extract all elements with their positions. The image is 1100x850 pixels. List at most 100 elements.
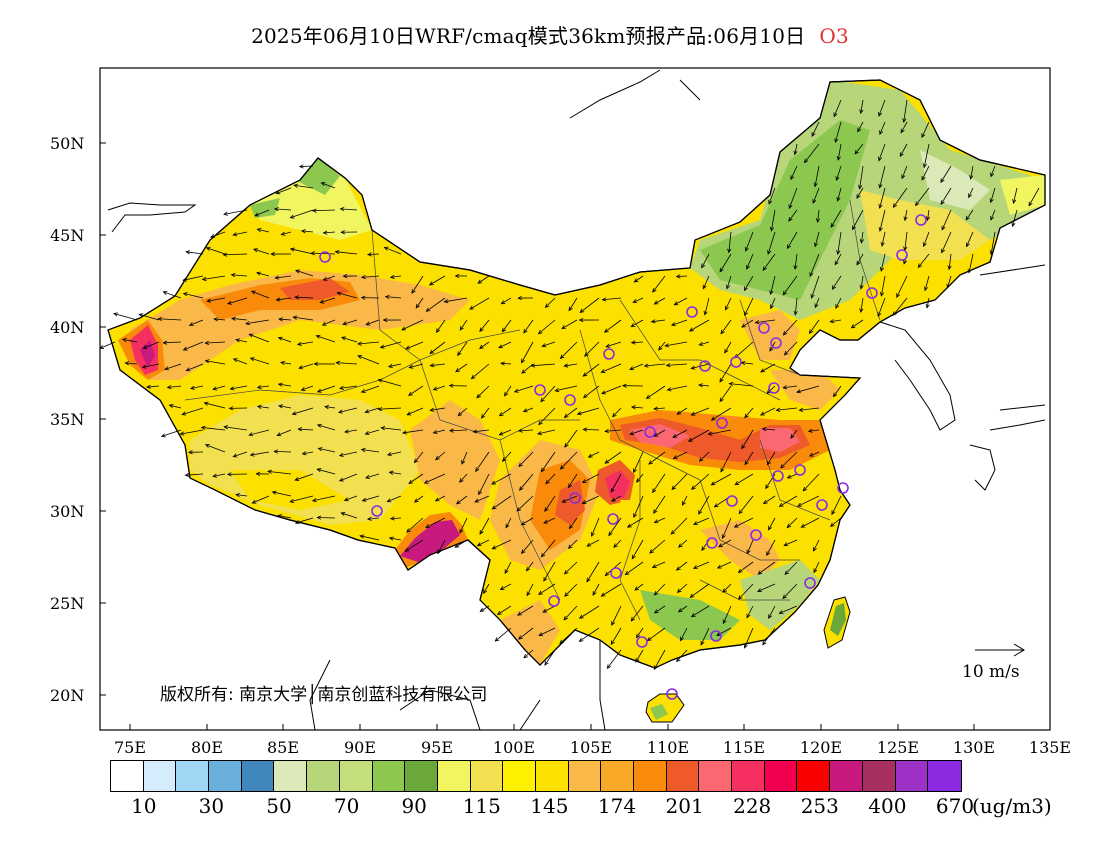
- wind-arrow-head: [581, 479, 587, 483]
- wind-arrow: [387, 451, 402, 456]
- wind-arrow: [461, 451, 468, 465]
- wind-arrow-head: [222, 252, 228, 257]
- wind-arrow: [357, 341, 380, 345]
- wind-arrow-head: [157, 316, 163, 322]
- wind-arrow: [809, 451, 820, 457]
- wind-arrow: [790, 165, 798, 180]
- lon-label: 135E: [1028, 738, 1072, 757]
- wind-arrow-head: [586, 542, 592, 547]
- wind-arrow: [782, 583, 798, 599]
- wind-arrow-head: [504, 391, 509, 397]
- wind-arrow-head: [435, 328, 441, 334]
- wind-arrow: [201, 427, 226, 431]
- wind-arrow-head: [384, 294, 390, 300]
- wind-arrow: [235, 494, 248, 497]
- wind-arrow-head: [274, 275, 280, 280]
- wind-arrow: [477, 275, 490, 284]
- wind-arrow-head: [544, 303, 550, 309]
- wind-arrow: [854, 143, 864, 155]
- wind-arrow: [500, 583, 512, 590]
- wind-arrow: [294, 184, 314, 189]
- lat-label: 45N: [50, 226, 85, 245]
- wind-arrow-head: [859, 238, 864, 244]
- wind-arrow-head: [727, 248, 732, 254]
- wind-arrow-head: [989, 250, 994, 256]
- wind-arrow: [298, 363, 314, 369]
- wind-arrow-head: [408, 479, 414, 484]
- wind-arrow-head: [406, 528, 411, 533]
- wind-arrow-head: [762, 266, 767, 271]
- wind-arrow-head: [703, 310, 708, 316]
- wind-arrow: [794, 297, 798, 315]
- wind-arrow-head: [603, 328, 609, 333]
- lon-label: 110E: [646, 738, 690, 757]
- wind-arrow-head: [810, 293, 815, 299]
- wind-arrow-head: [298, 365, 304, 370]
- wind-arrow: [776, 407, 798, 411]
- wind-arrow-head: [850, 324, 856, 329]
- wind-arrow-head: [782, 330, 788, 336]
- wind-arrow-head: [653, 519, 659, 524]
- wind-arrow-head: [725, 305, 729, 311]
- wind-arrow-head: [780, 463, 785, 469]
- wind-arrow: [878, 99, 886, 117]
- wind-arrow: [654, 517, 666, 523]
- wind-arrow: [390, 517, 402, 520]
- wind-arrow: [720, 319, 732, 334]
- wind-arrow: [921, 165, 930, 181]
- wind-arrow: [812, 187, 820, 204]
- wind-arrow: [186, 363, 204, 371]
- wind-arrow-head: [300, 229, 306, 234]
- colorbar-label: 90: [401, 794, 427, 818]
- wind-arrow: [586, 539, 600, 547]
- wind-arrow: [317, 385, 336, 393]
- wind-arrow-head: [859, 308, 864, 314]
- wind-arrow: [965, 209, 974, 221]
- wind-arrow-head: [769, 226, 774, 232]
- wind-arrow-head: [720, 329, 725, 335]
- wind-arrow-head: [160, 433, 166, 438]
- wind-arrow-head: [990, 215, 995, 221]
- wind-arrow: [836, 165, 842, 181]
- wind-arrow: [323, 275, 336, 281]
- wind-arrow-head: [613, 543, 618, 548]
- station-marker: [686, 306, 698, 318]
- wind-arrow-head: [798, 407, 804, 412]
- station-marker: [726, 495, 738, 507]
- wind-arrow-head: [681, 501, 686, 506]
- wind-arrow: [1028, 187, 1040, 206]
- lon-label: 115E: [722, 738, 766, 757]
- wind-arrow: [295, 270, 314, 277]
- station-marker: [768, 382, 780, 394]
- wind-arrow: [654, 583, 666, 596]
- wind-arrow: [903, 99, 908, 123]
- wind-arrow-head: [301, 451, 307, 456]
- wind-arrow-head: [675, 274, 681, 279]
- wind-arrow: [631, 341, 644, 344]
- wind-arrow-head: [406, 411, 412, 416]
- wind-arrow: [295, 296, 314, 299]
- wind-arrow: [433, 385, 446, 391]
- wind-arrow-head: [940, 178, 945, 184]
- wind-arrow: [233, 358, 248, 365]
- wind-arrow: [559, 627, 578, 644]
- wind-arrow-head: [880, 241, 885, 247]
- wind-arrow-head: [124, 361, 130, 366]
- wind-arrow-head: [677, 608, 683, 613]
- wind-arrow: [249, 333, 270, 343]
- wind-arrow: [479, 319, 490, 332]
- wind-arrow-head: [249, 357, 255, 362]
- wind-arrow-head: [523, 653, 528, 659]
- wind-arrow: [678, 539, 688, 548]
- wind-arrow-head: [676, 588, 682, 594]
- wind-arrow: [666, 363, 688, 366]
- wind-arrow: [564, 363, 578, 367]
- wind-arrow: [1012, 209, 1018, 227]
- wind-arrow-head: [831, 510, 836, 516]
- wind-arrow-head: [651, 564, 657, 568]
- wind-arrow: [542, 341, 556, 347]
- wind-arrow-head: [646, 636, 652, 642]
- wind-arrow-head: [636, 478, 641, 483]
- wind-arrow: [856, 253, 864, 266]
- wind-arrow-head: [564, 592, 569, 597]
